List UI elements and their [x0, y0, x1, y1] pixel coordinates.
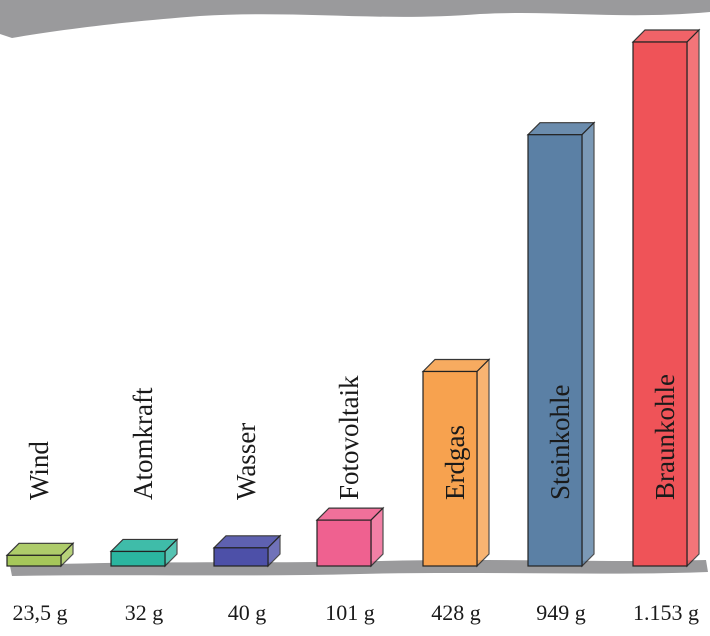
bar-side: [686, 28, 700, 568]
bar: [422, 370, 478, 567]
value-label: 428 g: [431, 600, 481, 625]
category-label: Braunkohle: [650, 374, 680, 500]
value-label: 101 g: [325, 600, 375, 625]
value-label: 23,5 g: [13, 600, 68, 625]
bar-side: [581, 121, 595, 568]
value-label: 40 g: [228, 600, 267, 625]
bar: [632, 41, 688, 567]
category-label: Fotovoltaik: [334, 375, 364, 500]
category-label: Atomkraft: [128, 387, 158, 500]
bar: [316, 519, 372, 567]
bar: [213, 547, 269, 567]
category-label: Erdgas: [440, 425, 470, 500]
value-label: 32 g: [125, 600, 164, 625]
top-brush: [0, 0, 710, 38]
category-label: Wind: [24, 441, 54, 500]
bar-side: [476, 358, 490, 568]
bar: [527, 134, 583, 567]
value-label: 1.153 g: [633, 600, 699, 625]
bars: Wind 23,5 g Atomkraft 32 g Wasser 40 g Fotovol…: [5, 28, 701, 625]
category-label: Steinkohle: [545, 384, 575, 500]
category-label: Wasser: [231, 423, 261, 500]
value-label: 949 g: [536, 600, 586, 625]
bar: [6, 554, 62, 567]
bar: [110, 550, 166, 567]
